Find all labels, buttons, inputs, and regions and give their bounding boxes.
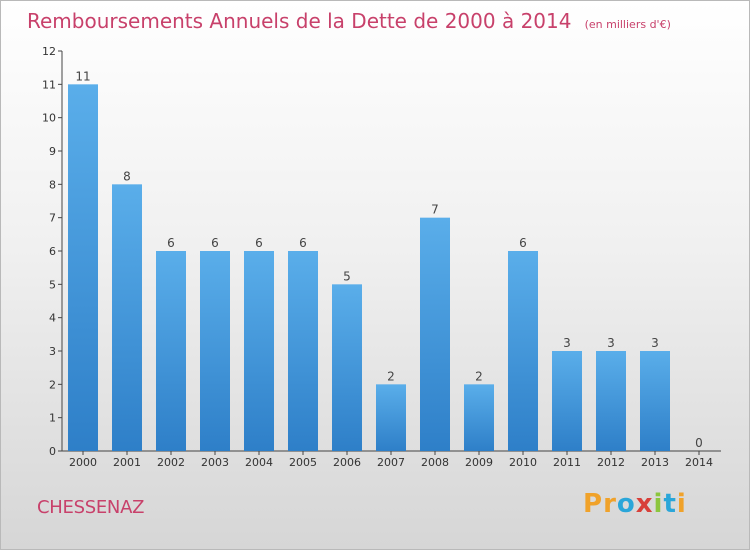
y-tick-label: 4 (49, 312, 56, 325)
y-tick-label: 6 (49, 245, 56, 258)
bar-2000 (68, 84, 98, 451)
proxiti-logo: Proxiti (583, 489, 687, 519)
bar-2004 (244, 251, 274, 451)
x-tick-label: 2007 (377, 456, 405, 469)
x-tick-label: 2006 (333, 456, 361, 469)
y-tick-label: 5 (49, 278, 56, 291)
value-label: 7 (431, 203, 439, 217)
x-tick-label: 2012 (597, 456, 625, 469)
y-tick-label: 3 (49, 345, 56, 358)
value-label: 6 (519, 236, 527, 250)
x-tick-label: 2005 (289, 456, 317, 469)
x-tick-label: 2004 (245, 456, 273, 469)
value-label: 6 (211, 236, 219, 250)
bar-2001 (112, 184, 142, 452)
value-label: 3 (607, 336, 615, 350)
value-label: 8 (123, 169, 131, 183)
value-label: 6 (167, 236, 175, 250)
x-tick-label: 2013 (641, 456, 669, 469)
x-tick-label: 2009 (465, 456, 493, 469)
y-tick-label: 10 (42, 112, 56, 125)
x-tick-label: 2000 (69, 456, 97, 469)
value-label: 6 (299, 236, 307, 250)
y-tick-label: 2 (49, 378, 56, 391)
bar-2011 (552, 351, 582, 451)
x-tick-label: 2014 (685, 456, 713, 469)
value-label: 3 (651, 336, 659, 350)
x-tick-label: 2011 (553, 456, 581, 469)
town-name: CHESSENAZ (37, 497, 145, 518)
bar-2002 (156, 251, 186, 451)
value-label: 2 (387, 369, 395, 383)
y-tick-label: 8 (49, 178, 56, 191)
bar-2006 (332, 284, 362, 451)
y-tick-label: 1 (49, 412, 56, 425)
y-tick-label: 12 (42, 45, 56, 58)
bar-2007 (376, 384, 406, 451)
bar-2013 (640, 351, 670, 451)
value-label: 11 (75, 69, 90, 83)
value-label: 2 (475, 369, 483, 383)
bar-2009 (464, 384, 494, 451)
x-tick-label: 2002 (157, 456, 185, 469)
chart-title: Remboursements Annuels de la Dette de 20… (27, 9, 671, 33)
value-label: 3 (563, 336, 571, 350)
y-tick-label: 11 (42, 78, 56, 91)
chart-title-unit: (en milliers d'€) (584, 18, 671, 31)
x-tick-label: 2001 (113, 456, 141, 469)
x-tick-label: 2003 (201, 456, 229, 469)
value-label: 5 (343, 269, 351, 283)
bar-2008 (420, 217, 450, 451)
y-tick-label: 7 (49, 212, 56, 225)
value-label: 0 (695, 436, 703, 450)
bar-2012 (596, 351, 626, 451)
bar-2010 (508, 251, 538, 451)
chart-title-main: Remboursements Annuels de la Dette de 20… (27, 9, 572, 33)
bar-2003 (200, 251, 230, 451)
y-tick-label: 9 (49, 145, 56, 158)
x-tick-label: 2008 (421, 456, 449, 469)
x-tick-label: 2010 (509, 456, 537, 469)
value-label: 6 (255, 236, 263, 250)
y-tick-label: 0 (49, 445, 56, 458)
bar-2005 (288, 251, 318, 451)
